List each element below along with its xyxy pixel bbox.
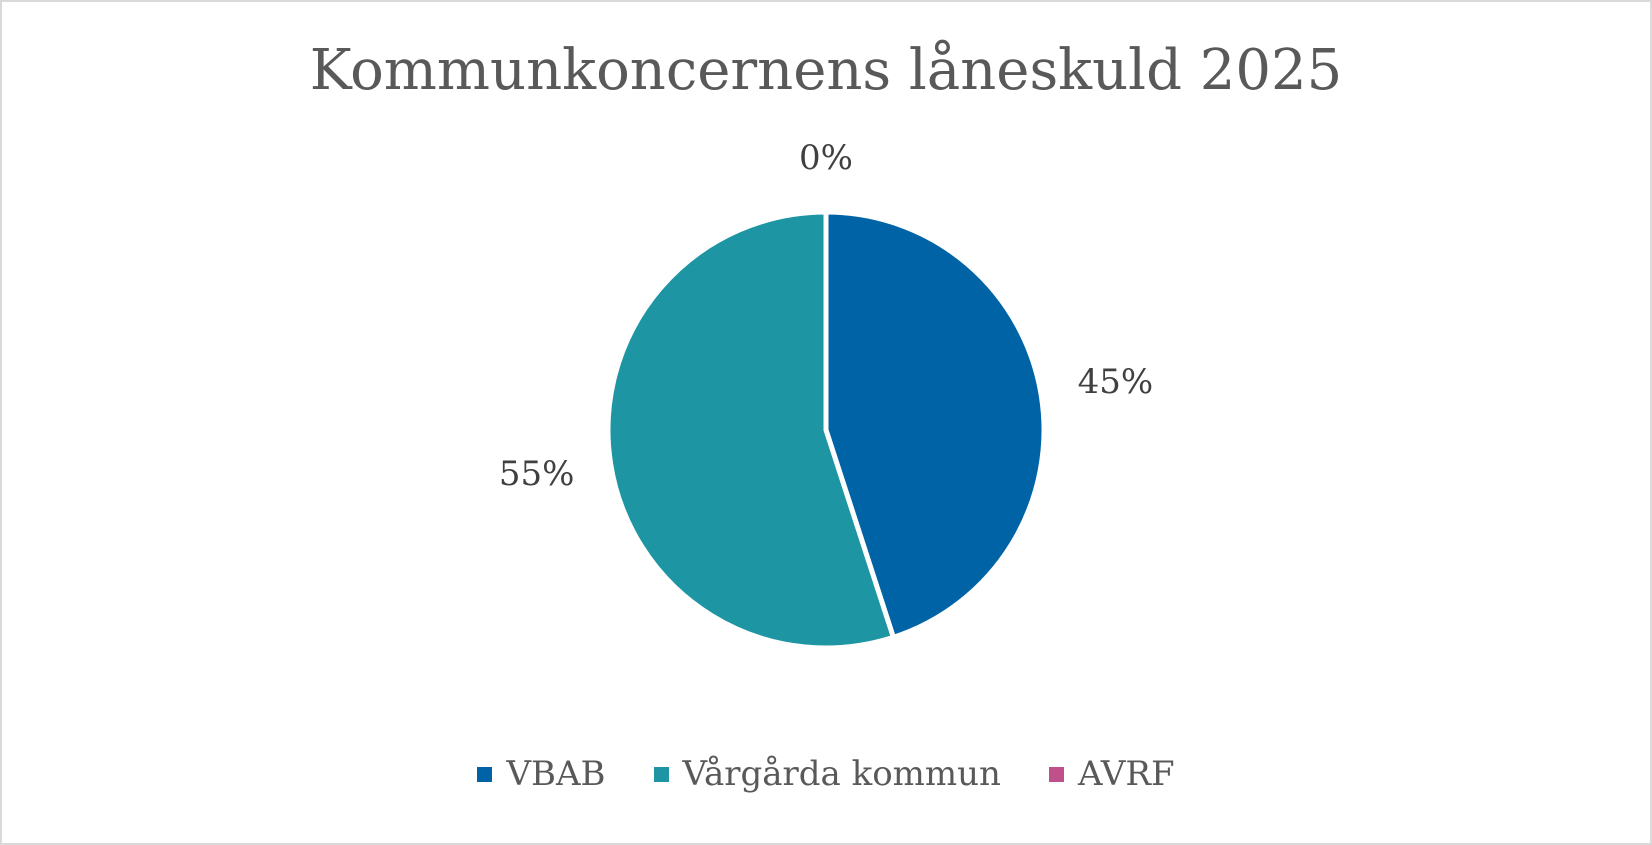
chart-title: Kommunkoncernens låneskuld 2025 [309,38,1343,103]
legend-item-vargarda-kommun: Vårgårda kommun [653,754,1001,794]
data-label-vargarda-kommun: 55% [499,454,575,494]
legend: VBAB Vårgårda kommun AVRF [2,754,1650,794]
legend-item-avrf: AVRF [1048,754,1175,794]
legend-swatch-vargarda-kommun [653,766,669,782]
legend-label-vbab: VBAB [506,754,606,794]
legend-swatch-avrf [1048,766,1064,782]
legend-swatch-vbab [477,766,493,782]
legend-label-vargarda-kommun: Vårgårda kommun [682,754,1001,794]
data-label-vbab: 45% [1078,362,1154,402]
pie-slice-vbab [823,209,1047,640]
pie-slice-vargarda-kommun [605,209,896,651]
legend-label-avrf: AVRF [1077,754,1175,794]
legend-item-vbab: VBAB [477,754,606,794]
data-label-avrf: 0% [799,138,853,178]
